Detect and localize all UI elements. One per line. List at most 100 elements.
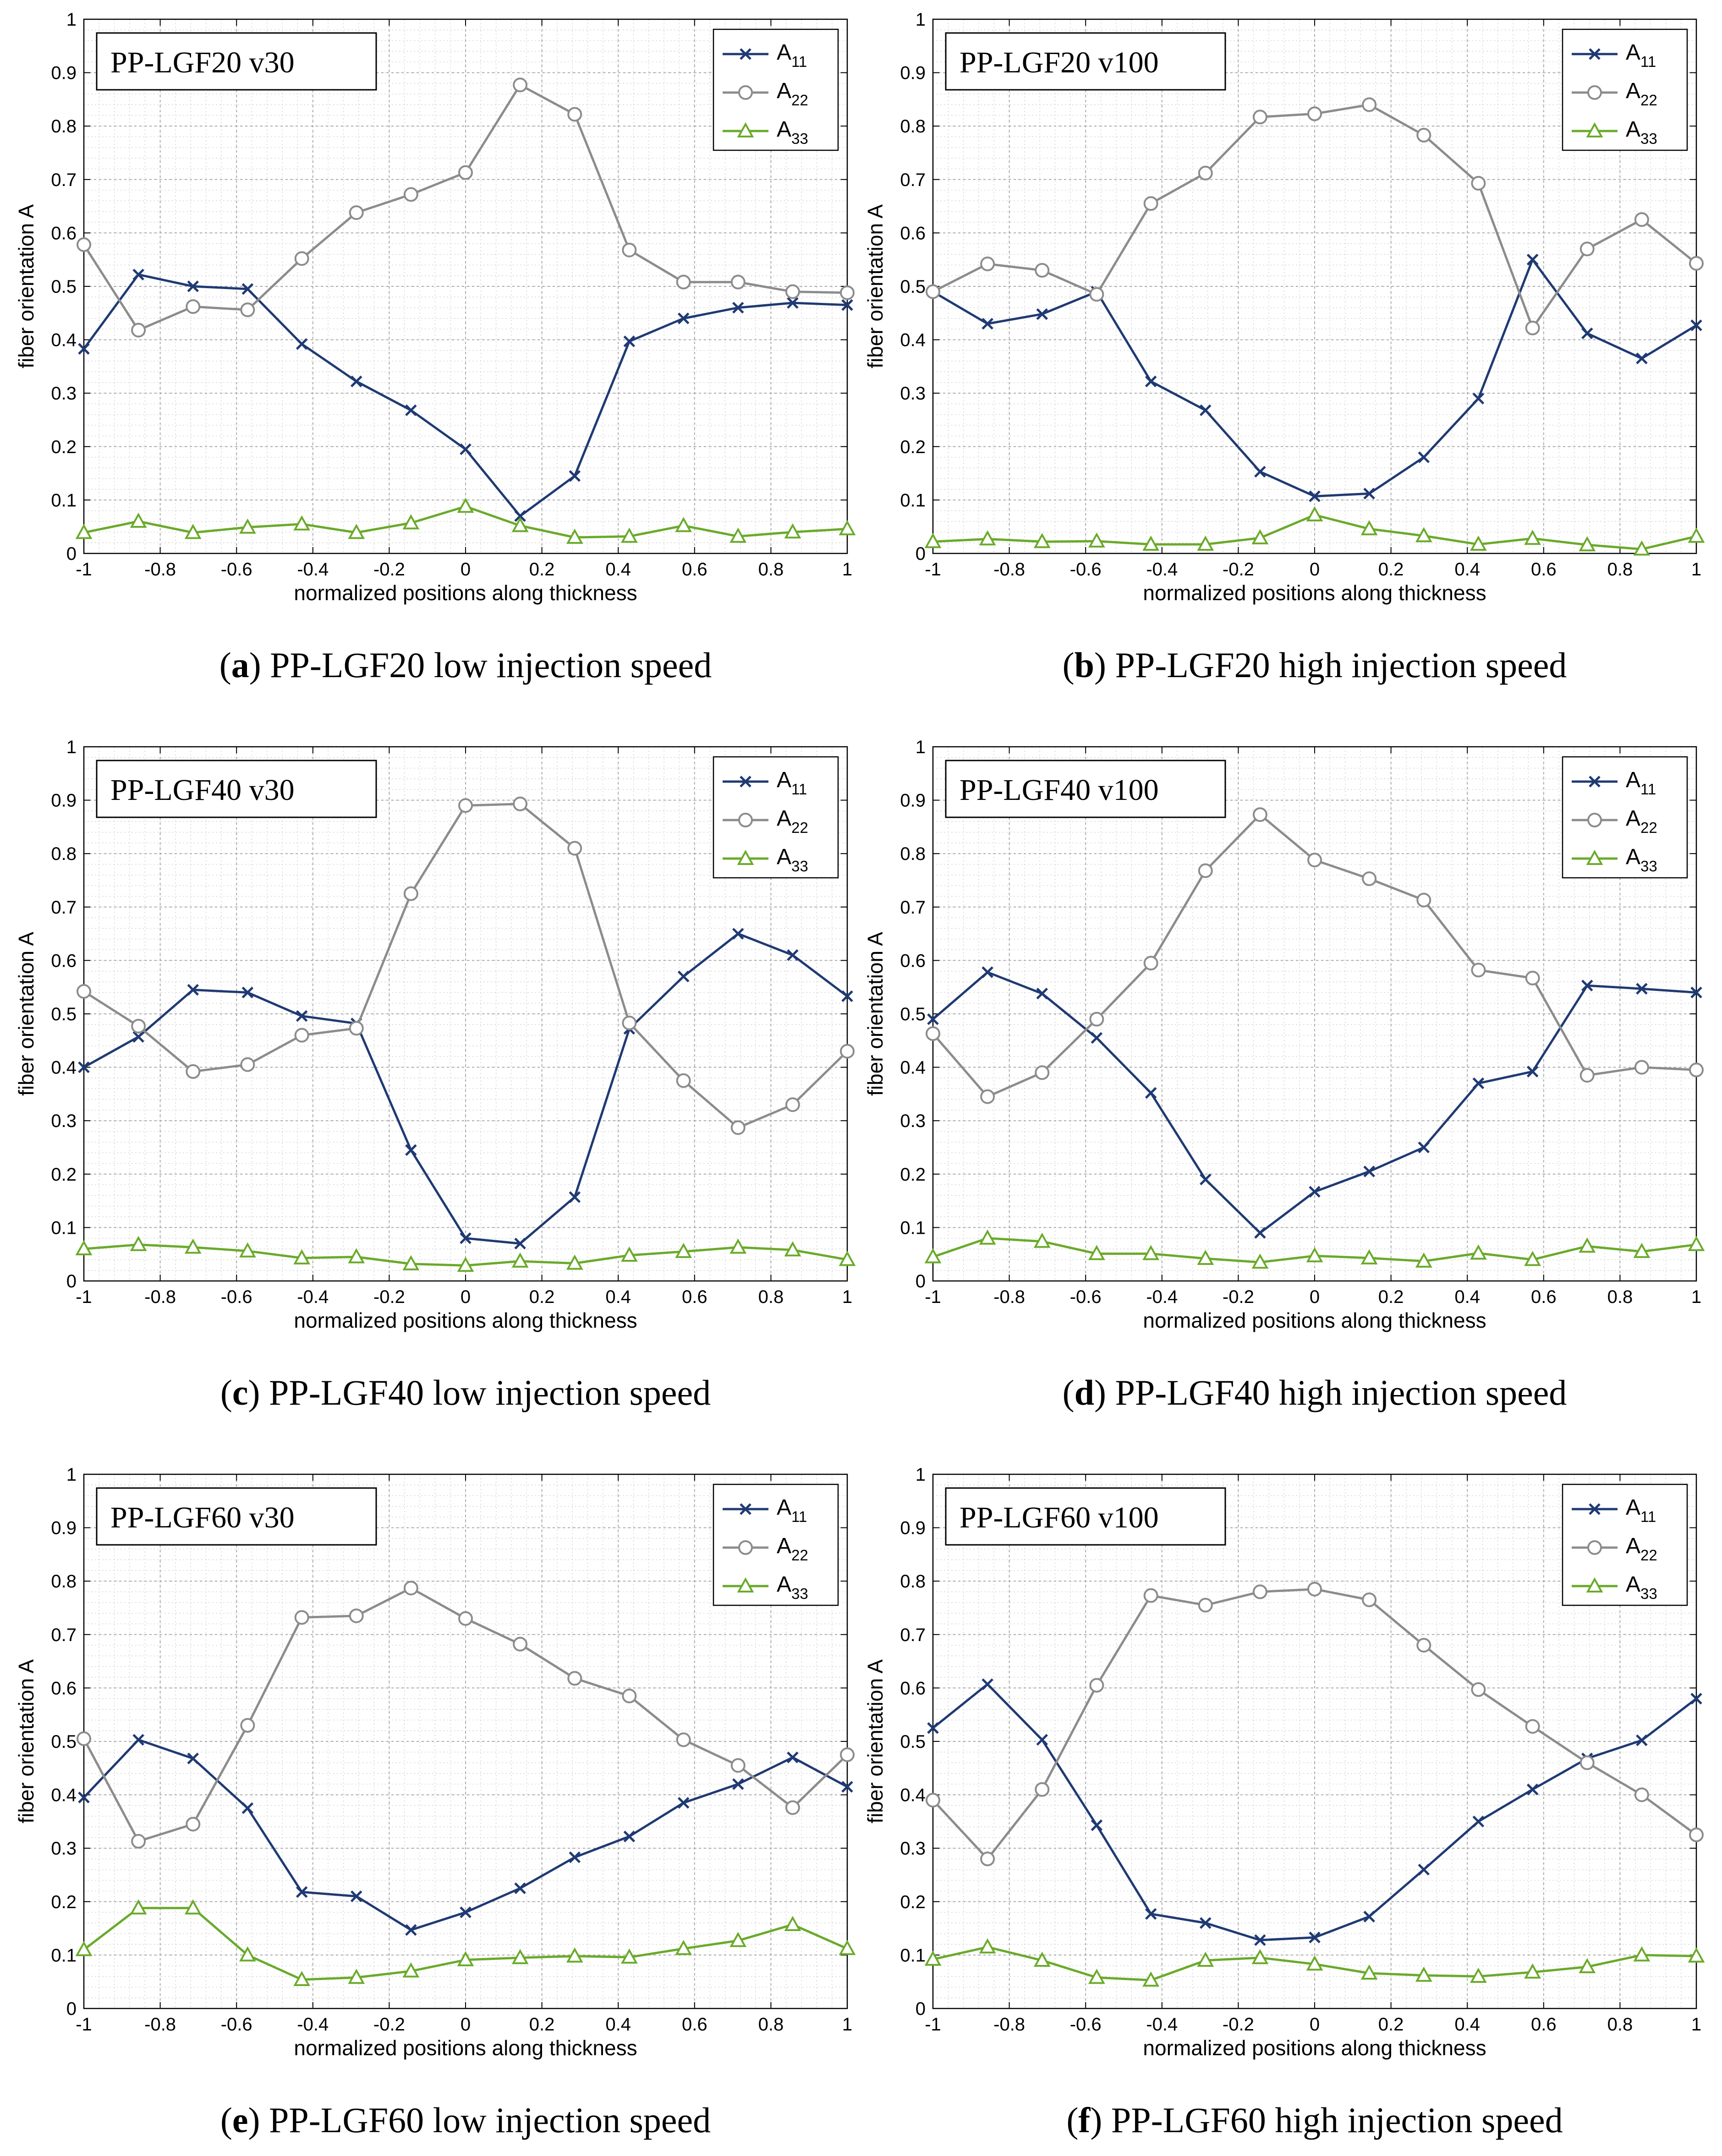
data-point-A33 xyxy=(457,1951,474,1966)
data-point-A11 xyxy=(1145,1087,1157,1099)
data-point-A11 xyxy=(350,375,362,388)
caption-paren-open: ( xyxy=(1066,2100,1078,2140)
data-point-A33 xyxy=(1142,536,1160,551)
y-tick-label: 0.7 xyxy=(51,897,77,918)
data-point-A11 xyxy=(132,1734,144,1746)
data-point-A22 xyxy=(1471,175,1486,191)
legend-marker-A33 xyxy=(737,849,754,865)
x-tick-label: 0.8 xyxy=(758,559,784,580)
y-tick-label: 0.1 xyxy=(51,1218,77,1238)
legend-label-main: A xyxy=(1626,1534,1640,1558)
x-tick-label: 0.4 xyxy=(1454,559,1480,580)
y-tick-label: 0.3 xyxy=(51,383,77,404)
data-point-A22 xyxy=(294,251,309,266)
x-tick-label: -1 xyxy=(76,559,92,580)
data-point-A11 xyxy=(1363,1910,1375,1923)
data-point-A11 xyxy=(677,1797,690,1809)
data-point-A33 xyxy=(239,1242,256,1258)
caption-paren-close: ) xyxy=(1090,2100,1111,2140)
x-tick-label: 0.6 xyxy=(1531,1287,1557,1307)
caption-paren-close: ) xyxy=(1094,645,1115,685)
legend-marker-A22 xyxy=(1587,813,1602,827)
data-point-A22 xyxy=(1689,1062,1704,1078)
data-point-A22 xyxy=(1252,109,1267,125)
legend-label-main: A xyxy=(1626,117,1640,142)
y-tick-label: 0.1 xyxy=(900,1218,926,1238)
x-tick-label: 1 xyxy=(1691,2014,1701,2035)
data-point-A22 xyxy=(131,323,146,338)
data-point-A33 xyxy=(457,1257,474,1272)
x-tick-label: -1 xyxy=(925,2014,941,2035)
data-point-A33 xyxy=(924,1950,942,1966)
data-point-A22 xyxy=(1634,1787,1649,1802)
data-point-A11 xyxy=(405,1144,417,1156)
y-tick-label: 1 xyxy=(66,1465,77,1485)
caption-paren-open: ( xyxy=(1063,645,1075,685)
data-point-A11 xyxy=(1309,1186,1321,1198)
legend-label-main: A xyxy=(777,117,791,142)
y-tick-label: 0.9 xyxy=(51,791,77,811)
data-point-A11 xyxy=(1581,327,1593,339)
data-point-A22 xyxy=(349,205,364,220)
y-tick-label: 0.5 xyxy=(900,277,926,297)
y-tick-label: 0.2 xyxy=(900,437,926,457)
legend-label-subscript: 22 xyxy=(1640,819,1657,836)
data-point-A33 xyxy=(1360,1249,1378,1264)
data-point-A22 xyxy=(567,841,582,856)
x-tick-label: 0.4 xyxy=(605,2014,631,2035)
legend-label-subscript: 22 xyxy=(1640,1547,1657,1564)
data-point-A11 xyxy=(241,1802,254,1814)
x-axis-label: normalized positions along thickness xyxy=(294,581,637,605)
data-point-A22 xyxy=(1089,287,1104,302)
data-point-A33 xyxy=(675,517,692,532)
data-point-A11 xyxy=(1199,1173,1212,1186)
data-point-A22 xyxy=(131,1018,146,1034)
data-point-A11 xyxy=(1690,986,1702,999)
data-point-A33 xyxy=(1142,1245,1160,1260)
data-point-A11 xyxy=(787,1751,799,1763)
panel-caption: (a) PP-LGF20 low injection speed xyxy=(219,645,712,685)
legend-label-subscript: 22 xyxy=(791,819,808,836)
caption-letter: a xyxy=(231,645,249,685)
x-tick-label: -0.2 xyxy=(373,559,405,580)
data-point-A22 xyxy=(622,1015,637,1030)
legend-label-subscript: 33 xyxy=(791,1585,808,1602)
legend-label-subscript: 11 xyxy=(791,53,807,70)
data-point-A22 xyxy=(1416,892,1431,908)
x-tick-label: 0 xyxy=(461,2014,471,2035)
data-point-A33 xyxy=(1251,1253,1269,1269)
y-tick-label: 0.3 xyxy=(900,1111,926,1131)
legend-label-subscript: 11 xyxy=(791,781,807,798)
y-tick-label: 0.5 xyxy=(51,1732,77,1752)
legend-label-subscript: 33 xyxy=(791,858,808,875)
x-tick-label: -1 xyxy=(925,1287,941,1307)
y-tick-label: 0.8 xyxy=(51,1571,77,1592)
x-tick-label: 0.8 xyxy=(1607,2014,1633,2035)
y-tick-label: 0.1 xyxy=(51,1945,77,1965)
legend-box xyxy=(1562,28,1688,151)
x-tick-label: 0.2 xyxy=(1378,1287,1404,1307)
data-point-A33 xyxy=(1088,1245,1105,1260)
data-point-A11 xyxy=(187,984,199,996)
data-point-A22 xyxy=(1035,1065,1050,1080)
data-point-A11 xyxy=(241,283,254,295)
legend-marker-A11 xyxy=(740,776,751,788)
data-point-A11 xyxy=(1690,1692,1702,1705)
data-point-A22 xyxy=(926,284,940,299)
data-point-A11 xyxy=(1254,1934,1266,1946)
y-tick-label: 0.6 xyxy=(900,1678,926,1698)
series-markers-A33 xyxy=(924,1229,1705,1269)
data-point-A33 xyxy=(1579,1237,1596,1253)
y-tick-label: 1 xyxy=(916,737,926,757)
data-point-A22 xyxy=(1252,807,1267,822)
x-tick-label: 1 xyxy=(842,1287,852,1307)
data-point-A22 xyxy=(980,257,995,272)
y-tick-label: 0.4 xyxy=(900,1785,926,1806)
legend-label-A11: A11 xyxy=(777,1495,807,1525)
x-tick-label: 0 xyxy=(461,559,471,580)
data-point-A33 xyxy=(784,1241,801,1257)
data-point-A33 xyxy=(511,1949,529,1964)
data-point-A11 xyxy=(460,1906,472,1918)
y-tick-label: 1 xyxy=(66,10,77,30)
